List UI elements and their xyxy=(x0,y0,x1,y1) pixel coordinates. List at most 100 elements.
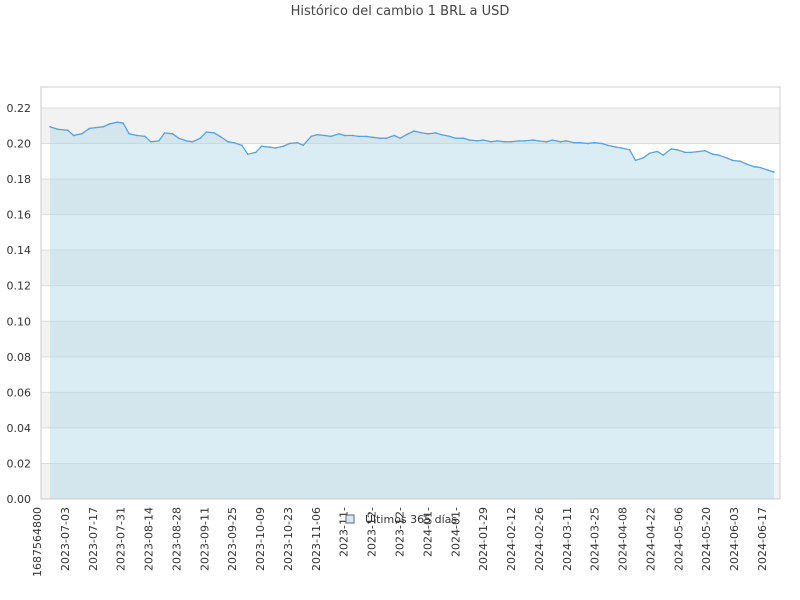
y-tick-label: 0.12 xyxy=(7,280,32,293)
data-point xyxy=(504,140,506,143)
data-point xyxy=(316,133,318,136)
data-point xyxy=(565,140,568,142)
x-tick-label: 2023-11-06 xyxy=(310,507,323,571)
series-area xyxy=(50,122,774,499)
data-point xyxy=(67,129,69,132)
data-point xyxy=(676,148,678,151)
data-point xyxy=(698,150,700,153)
x-tick-label: 2024-01-29 xyxy=(477,507,490,571)
data-point xyxy=(177,137,180,140)
data-point xyxy=(379,137,382,140)
x-tick-label: 2023-11- xyxy=(338,507,351,557)
x-tick-label: 2023-12- xyxy=(394,507,407,557)
data-point xyxy=(448,135,451,138)
data-point xyxy=(72,134,75,137)
data-point xyxy=(116,121,119,124)
y-tick-label: 0.02 xyxy=(7,457,32,470)
data-point xyxy=(227,140,229,143)
x-tick-label: 2024-04-22 xyxy=(644,507,657,571)
data-point xyxy=(385,137,388,140)
data-point xyxy=(537,140,540,142)
data-point xyxy=(213,132,215,134)
data-point xyxy=(593,141,595,144)
x-tick-label: 2023-10-23 xyxy=(282,507,295,571)
data-point xyxy=(282,145,285,148)
data-point xyxy=(365,135,368,138)
x-tick-label: 2023-07-03 xyxy=(59,507,72,571)
data-point xyxy=(607,144,609,147)
data-point xyxy=(274,147,277,149)
data-point xyxy=(468,139,471,141)
data-point xyxy=(759,166,761,169)
data-point xyxy=(642,156,645,159)
data-point xyxy=(88,127,91,130)
data-point xyxy=(393,134,395,137)
x-tick-label: 2024-02-26 xyxy=(533,507,546,571)
plot-frame xyxy=(40,86,781,500)
x-tick-label: 2023-10-09 xyxy=(254,507,267,571)
data-point xyxy=(496,140,498,142)
data-point xyxy=(628,148,631,151)
data-point xyxy=(745,163,748,165)
legend-label[interactable]: Últimos 365 días xyxy=(365,513,457,526)
x-tick-label: 2023-08-28 xyxy=(170,507,183,571)
data-point xyxy=(351,134,354,137)
data-point xyxy=(144,135,146,138)
data-point xyxy=(254,151,257,154)
y-tick-label: 0.10 xyxy=(7,315,32,328)
data-point xyxy=(122,122,124,124)
x-tick-label: 2024-01- xyxy=(421,507,434,557)
data-point xyxy=(579,141,581,144)
data-point xyxy=(684,151,686,154)
data-point xyxy=(260,145,263,148)
axes xyxy=(40,86,781,500)
x-tick-label: 2024-05-06 xyxy=(672,507,685,571)
data-point xyxy=(399,137,401,140)
data-point xyxy=(518,140,520,142)
x-tick-label: 2024-04-08 xyxy=(617,507,630,571)
data-point xyxy=(247,153,249,156)
y-tick-label: 0.20 xyxy=(7,138,32,151)
data-point xyxy=(296,141,299,144)
data-point xyxy=(171,132,174,135)
plot-bands xyxy=(41,108,780,499)
data-point xyxy=(731,159,734,162)
data-point xyxy=(545,140,548,143)
x-tick-label: 2024-03-11 xyxy=(561,507,574,571)
data-point xyxy=(656,150,659,153)
data-point xyxy=(343,134,346,137)
y-tick-label: 0.14 xyxy=(7,244,32,257)
data-point xyxy=(310,135,312,138)
data-point xyxy=(357,135,360,138)
x-tick-label: 2024-06-17 xyxy=(756,507,769,571)
legend[interactable]: Últimos 365 días xyxy=(345,513,457,526)
x-tick-label: 2023-07-31 xyxy=(115,507,128,571)
y-tick-label: 0.22 xyxy=(7,102,32,115)
plot-band xyxy=(41,392,780,428)
data-point xyxy=(440,133,443,136)
data-point xyxy=(338,132,340,135)
y-tick-label: 0.06 xyxy=(7,386,32,399)
y-tick-label: 0.08 xyxy=(7,351,32,364)
legend-swatch[interactable] xyxy=(345,514,355,524)
x-tick-label: 2023-08-14 xyxy=(143,507,156,571)
data-point xyxy=(523,140,526,142)
data-point xyxy=(462,137,465,140)
data-point xyxy=(57,128,59,131)
data-point xyxy=(128,132,130,135)
data-point xyxy=(185,140,188,142)
x-tick-label: 2024-01- xyxy=(449,507,462,557)
data-point xyxy=(717,154,720,156)
data-point xyxy=(551,139,554,141)
data-point xyxy=(288,142,291,145)
data-point xyxy=(559,140,562,143)
data-point xyxy=(454,137,457,140)
data-point xyxy=(205,131,208,133)
data-point xyxy=(150,140,152,143)
data-point xyxy=(233,141,235,144)
x-tick-label: 1687564800 xyxy=(31,507,44,577)
data-point xyxy=(413,130,415,132)
x-tick-label: 2024-05-20 xyxy=(700,507,713,571)
data-point xyxy=(573,141,576,144)
